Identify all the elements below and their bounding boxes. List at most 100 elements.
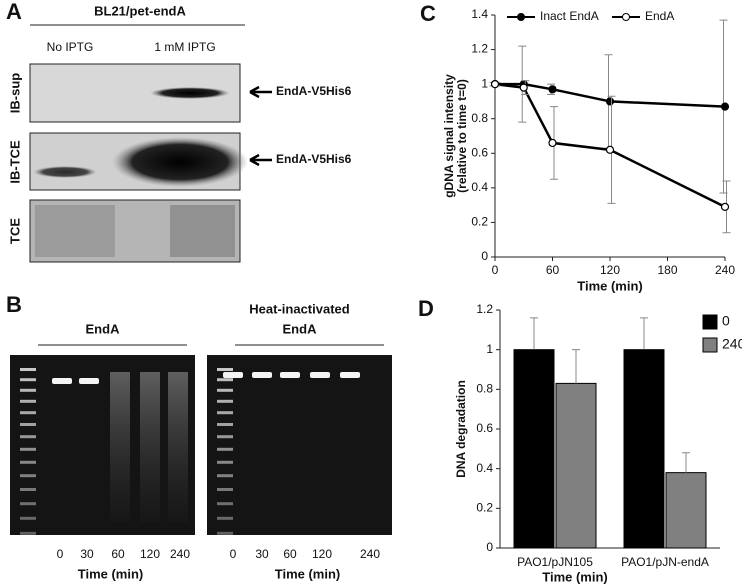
- band: [112, 137, 248, 187]
- marker: [548, 138, 557, 148]
- ladder-band: [217, 516, 233, 520]
- marker: [548, 85, 557, 94]
- smear: [168, 372, 188, 522]
- y-tick-label: 0: [481, 249, 488, 263]
- panel-b: B: [6, 292, 22, 317]
- dna-band: [52, 378, 72, 384]
- y-tick-label: 0.4: [471, 180, 488, 194]
- lane-label: 30: [255, 547, 269, 561]
- ladder-band: [20, 435, 36, 439]
- dna-band: [340, 372, 360, 378]
- band: [150, 87, 230, 99]
- legend-label: Inact EndA: [540, 9, 599, 23]
- marker: [720, 202, 730, 211]
- x-tick-label: PAO1/pJN105: [517, 555, 593, 569]
- gel: [207, 355, 392, 535]
- panel-letter: A: [6, 0, 22, 24]
- lane-label: 0: [57, 547, 64, 561]
- lane-label: 120: [312, 547, 332, 561]
- y-tick-label: 0.4: [476, 461, 493, 475]
- y-tick-label: 1.4: [471, 7, 488, 21]
- x-tick-label: 0: [492, 263, 499, 277]
- ladder-band: [20, 447, 36, 451]
- legend-marker: [517, 13, 525, 21]
- y-axis-label: DNA degradation: [454, 380, 468, 478]
- ladder-band: [20, 378, 36, 382]
- row-label: IB-sup: [7, 73, 22, 114]
- condition: 1 mM IPTG: [154, 40, 215, 54]
- ladder-band: [20, 474, 36, 478]
- dna-band: [252, 372, 272, 378]
- ladder-band: [217, 399, 233, 403]
- x-axis-label: Time (min): [577, 278, 643, 293]
- ladder-band: [217, 423, 233, 426]
- legend-swatch: [702, 314, 718, 330]
- ladder-band: [217, 447, 233, 451]
- arrow-label: EndA-V5His6: [276, 84, 352, 98]
- x-tick-label: 60: [546, 263, 560, 277]
- y-tick-label: 0.2: [471, 215, 488, 229]
- lane-label: 120: [140, 547, 160, 561]
- x-axis-label: Time (min): [78, 566, 144, 581]
- ladder-band: [20, 488, 36, 491]
- lane-label: 240: [170, 547, 190, 561]
- ladder-band: [217, 388, 233, 392]
- marker: [720, 102, 730, 111]
- bar: [555, 382, 597, 549]
- strain: BL21/pet-endA: [94, 3, 186, 18]
- ladder-band: [20, 388, 36, 392]
- x-axis-label: Time (min): [275, 566, 341, 581]
- legend-swatch: [702, 337, 718, 353]
- legend-label: 0: [722, 313, 730, 329]
- dna-band: [223, 372, 243, 378]
- y-tick-label: 0.8: [471, 111, 488, 125]
- dna-band: [310, 372, 330, 378]
- gel-title: EndA: [86, 321, 121, 336]
- bar: [623, 349, 665, 549]
- lane-label: 60: [111, 547, 125, 561]
- y-tick-label: 0.6: [476, 421, 493, 435]
- y-tick-label: 0: [486, 540, 493, 554]
- error-bar: [530, 317, 538, 350]
- bar: [513, 349, 555, 549]
- lane-label: 60: [283, 547, 297, 561]
- ladder-band: [20, 502, 36, 506]
- panel-letter: B: [6, 292, 22, 317]
- arrow: [249, 153, 272, 167]
- ladder-band: [217, 488, 233, 491]
- x-tick-label: PAO1/pJN-endA: [621, 555, 709, 569]
- gel: [10, 355, 195, 535]
- legend-label: EndA: [645, 9, 674, 23]
- lane-label: 0: [230, 547, 237, 561]
- x-tick-label: 120: [600, 263, 620, 277]
- ladder-band: [20, 411, 36, 415]
- dna-band: [79, 378, 99, 384]
- y-axis-label: gDNA signal intensity: [442, 74, 456, 198]
- ladder-band: [20, 368, 36, 371]
- y-tick-label: 0.8: [476, 382, 493, 396]
- dna-band: [280, 372, 300, 378]
- gel-title: Heat-inactivated: [249, 301, 349, 316]
- error-bar: [682, 452, 690, 473]
- legend-label: 240: [722, 336, 742, 352]
- y-tick-label: 0.2: [476, 501, 493, 515]
- y-axis-label: (relative to time t=0): [455, 79, 469, 193]
- panel-a: A BL21/pet-endA No IPTG 1 mM IPTG IB-sup…: [6, 0, 352, 263]
- error-bar: [640, 317, 648, 350]
- band: [33, 166, 97, 178]
- ladder-band: [20, 516, 36, 520]
- marker: [490, 80, 500, 89]
- lane: [35, 205, 115, 257]
- x-tick-label: 240: [715, 263, 735, 277]
- y-tick-label: 1: [486, 342, 493, 356]
- ladder-band: [20, 460, 36, 464]
- arrow-label: EndA-V5His6: [276, 152, 352, 166]
- ladder-band: [217, 502, 233, 506]
- smear: [110, 372, 130, 522]
- ladder-band: [217, 460, 233, 464]
- smear: [140, 372, 160, 522]
- ladder-band: [20, 531, 36, 535]
- lane-label: 240: [360, 547, 380, 561]
- panel-letter: C: [420, 1, 436, 26]
- condition: No IPTG: [47, 40, 94, 54]
